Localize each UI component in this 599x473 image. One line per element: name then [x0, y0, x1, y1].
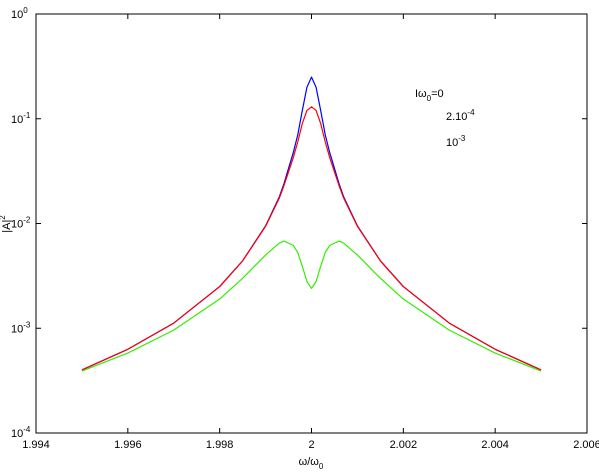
y-tick-label: 10-2 — [11, 216, 31, 231]
y-tick-label: 10-3 — [11, 320, 31, 335]
x-tick-label: 1.998 — [206, 439, 234, 451]
x-axis-label: ω/ω0 — [299, 456, 324, 471]
y-axis-label: |A|2 — [0, 215, 13, 233]
data-line — [81, 240, 542, 372]
data-line — [81, 106, 542, 371]
x-tick-label: 1.996 — [114, 439, 142, 451]
x-tick-label: 2.002 — [390, 439, 418, 451]
x-tick-label: 2 — [308, 439, 314, 451]
x-tick-label: 1.994 — [22, 439, 50, 451]
legend-entry: 2.10-4 — [446, 108, 475, 123]
y-tick-label: 100 — [11, 6, 28, 21]
x-tick-label: 2.004 — [481, 439, 509, 451]
data-line — [81, 76, 542, 371]
legend-entry: Iω0=0 — [415, 88, 444, 103]
y-tick-label: 10-4 — [11, 425, 31, 440]
legend-entry: 10-3 — [446, 134, 466, 149]
x-tick-label: 2.006 — [573, 439, 599, 451]
y-tick-label: 10-1 — [11, 111, 31, 126]
